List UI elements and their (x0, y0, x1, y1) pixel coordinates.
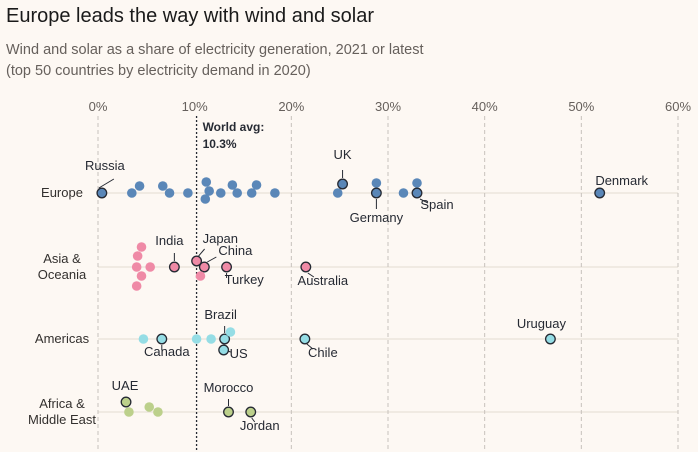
x-tick-label: 20% (278, 99, 304, 114)
category-label: Oceania (38, 267, 87, 282)
data-point[interactable] (251, 180, 262, 190)
country-label: UAE (112, 378, 139, 393)
data-point[interactable] (221, 261, 233, 273)
data-point[interactable] (227, 180, 238, 190)
data-point[interactable] (191, 334, 202, 344)
data-point[interactable] (215, 188, 226, 198)
data-point[interactable] (168, 261, 180, 273)
x-tick-label: 30% (375, 99, 401, 114)
country-label: Turkey (225, 272, 265, 287)
chart-subtitle: Wind and solar as a share of electricity… (6, 40, 424, 82)
country-label: India (155, 233, 184, 248)
category-label: Africa & (39, 396, 85, 411)
chart-title: Europe leads the way with wind and solar (6, 5, 374, 27)
category-label: Asia & (43, 251, 81, 266)
category-label: Europe (41, 185, 83, 200)
annotation-leader (227, 350, 231, 353)
data-point[interactable] (206, 334, 216, 344)
annotation-leader (207, 256, 217, 263)
country-label: Morocco (204, 380, 254, 395)
data-point[interactable] (270, 188, 280, 198)
country-label: China (218, 243, 253, 258)
x-tick-label: 40% (472, 99, 498, 114)
data-point[interactable] (299, 333, 311, 345)
subtitle-line-1: Wind and solar as a share of electricity… (6, 42, 424, 58)
x-tick-label: 10% (182, 99, 208, 114)
data-point[interactable] (131, 281, 142, 291)
country-label: Spain (420, 197, 453, 212)
data-point[interactable] (200, 194, 211, 204)
data-point[interactable] (300, 261, 312, 273)
data-point[interactable] (198, 261, 210, 273)
category-label: Americas (35, 331, 90, 346)
data-point[interactable] (157, 181, 168, 191)
data-point[interactable] (218, 344, 230, 356)
data-point[interactable] (594, 187, 606, 199)
country-label: Chile (308, 345, 338, 360)
country-label: Denmark (595, 173, 648, 188)
data-point[interactable] (96, 187, 108, 199)
annotation-leader (419, 198, 429, 204)
country-label: Canada (144, 344, 190, 359)
subtitle-line-2: (top 50 countries by electricity demand … (6, 63, 311, 79)
country-label: Australia (298, 273, 349, 288)
data-point[interactable] (201, 177, 212, 187)
data-point[interactable] (371, 178, 382, 188)
data-point[interactable] (144, 402, 155, 412)
annotation-leader (98, 178, 115, 189)
data-point[interactable] (138, 334, 149, 344)
country-label: Russia (85, 158, 126, 173)
data-point[interactable] (219, 333, 231, 345)
data-point[interactable] (223, 406, 234, 418)
x-tick-label: 60% (665, 99, 691, 114)
data-point[interactable] (370, 187, 382, 199)
country-label: US (230, 346, 248, 361)
data-point[interactable] (131, 262, 142, 272)
data-point[interactable] (132, 251, 143, 261)
x-tick-label: 50% (568, 99, 594, 114)
world-average-value: 10.3% (203, 137, 237, 151)
data-point[interactable] (232, 188, 242, 198)
annotation-leader (306, 343, 314, 350)
category-label: Middle East (28, 412, 96, 427)
data-point[interactable] (164, 188, 175, 198)
country-label: Japan (203, 231, 238, 246)
data-point[interactable] (246, 188, 257, 198)
data-point[interactable] (136, 271, 147, 281)
country-label: Jordan (240, 418, 280, 433)
annotation-leader (251, 417, 256, 423)
country-label: UK (334, 147, 352, 162)
data-point[interactable] (156, 333, 168, 345)
data-point[interactable] (124, 407, 134, 417)
country-label: Germany (350, 210, 404, 225)
data-point[interactable] (225, 327, 236, 337)
data-point[interactable] (245, 406, 257, 418)
data-point[interactable] (337, 178, 349, 190)
data-point[interactable] (120, 396, 132, 408)
data-point[interactable] (153, 407, 163, 417)
world-average-label: World avg: (203, 120, 265, 134)
country-label: Uruguay (517, 316, 567, 331)
data-point[interactable] (134, 181, 145, 191)
x-tick-label: 0% (89, 99, 108, 114)
data-point[interactable] (183, 188, 193, 198)
data-point[interactable] (398, 188, 409, 198)
data-point[interactable] (332, 188, 343, 198)
data-point[interactable] (127, 188, 137, 198)
annotation-leader (198, 248, 205, 257)
data-point[interactable] (145, 262, 155, 272)
data-point[interactable] (411, 187, 423, 199)
data-point[interactable] (136, 242, 147, 252)
annotation-leader (307, 272, 315, 278)
data-point[interactable] (204, 186, 214, 196)
data-point[interactable] (195, 271, 206, 281)
country-label: Brazil (204, 307, 237, 322)
data-point[interactable] (191, 255, 203, 267)
data-point[interactable] (412, 178, 422, 188)
data-point[interactable] (544, 333, 556, 345)
